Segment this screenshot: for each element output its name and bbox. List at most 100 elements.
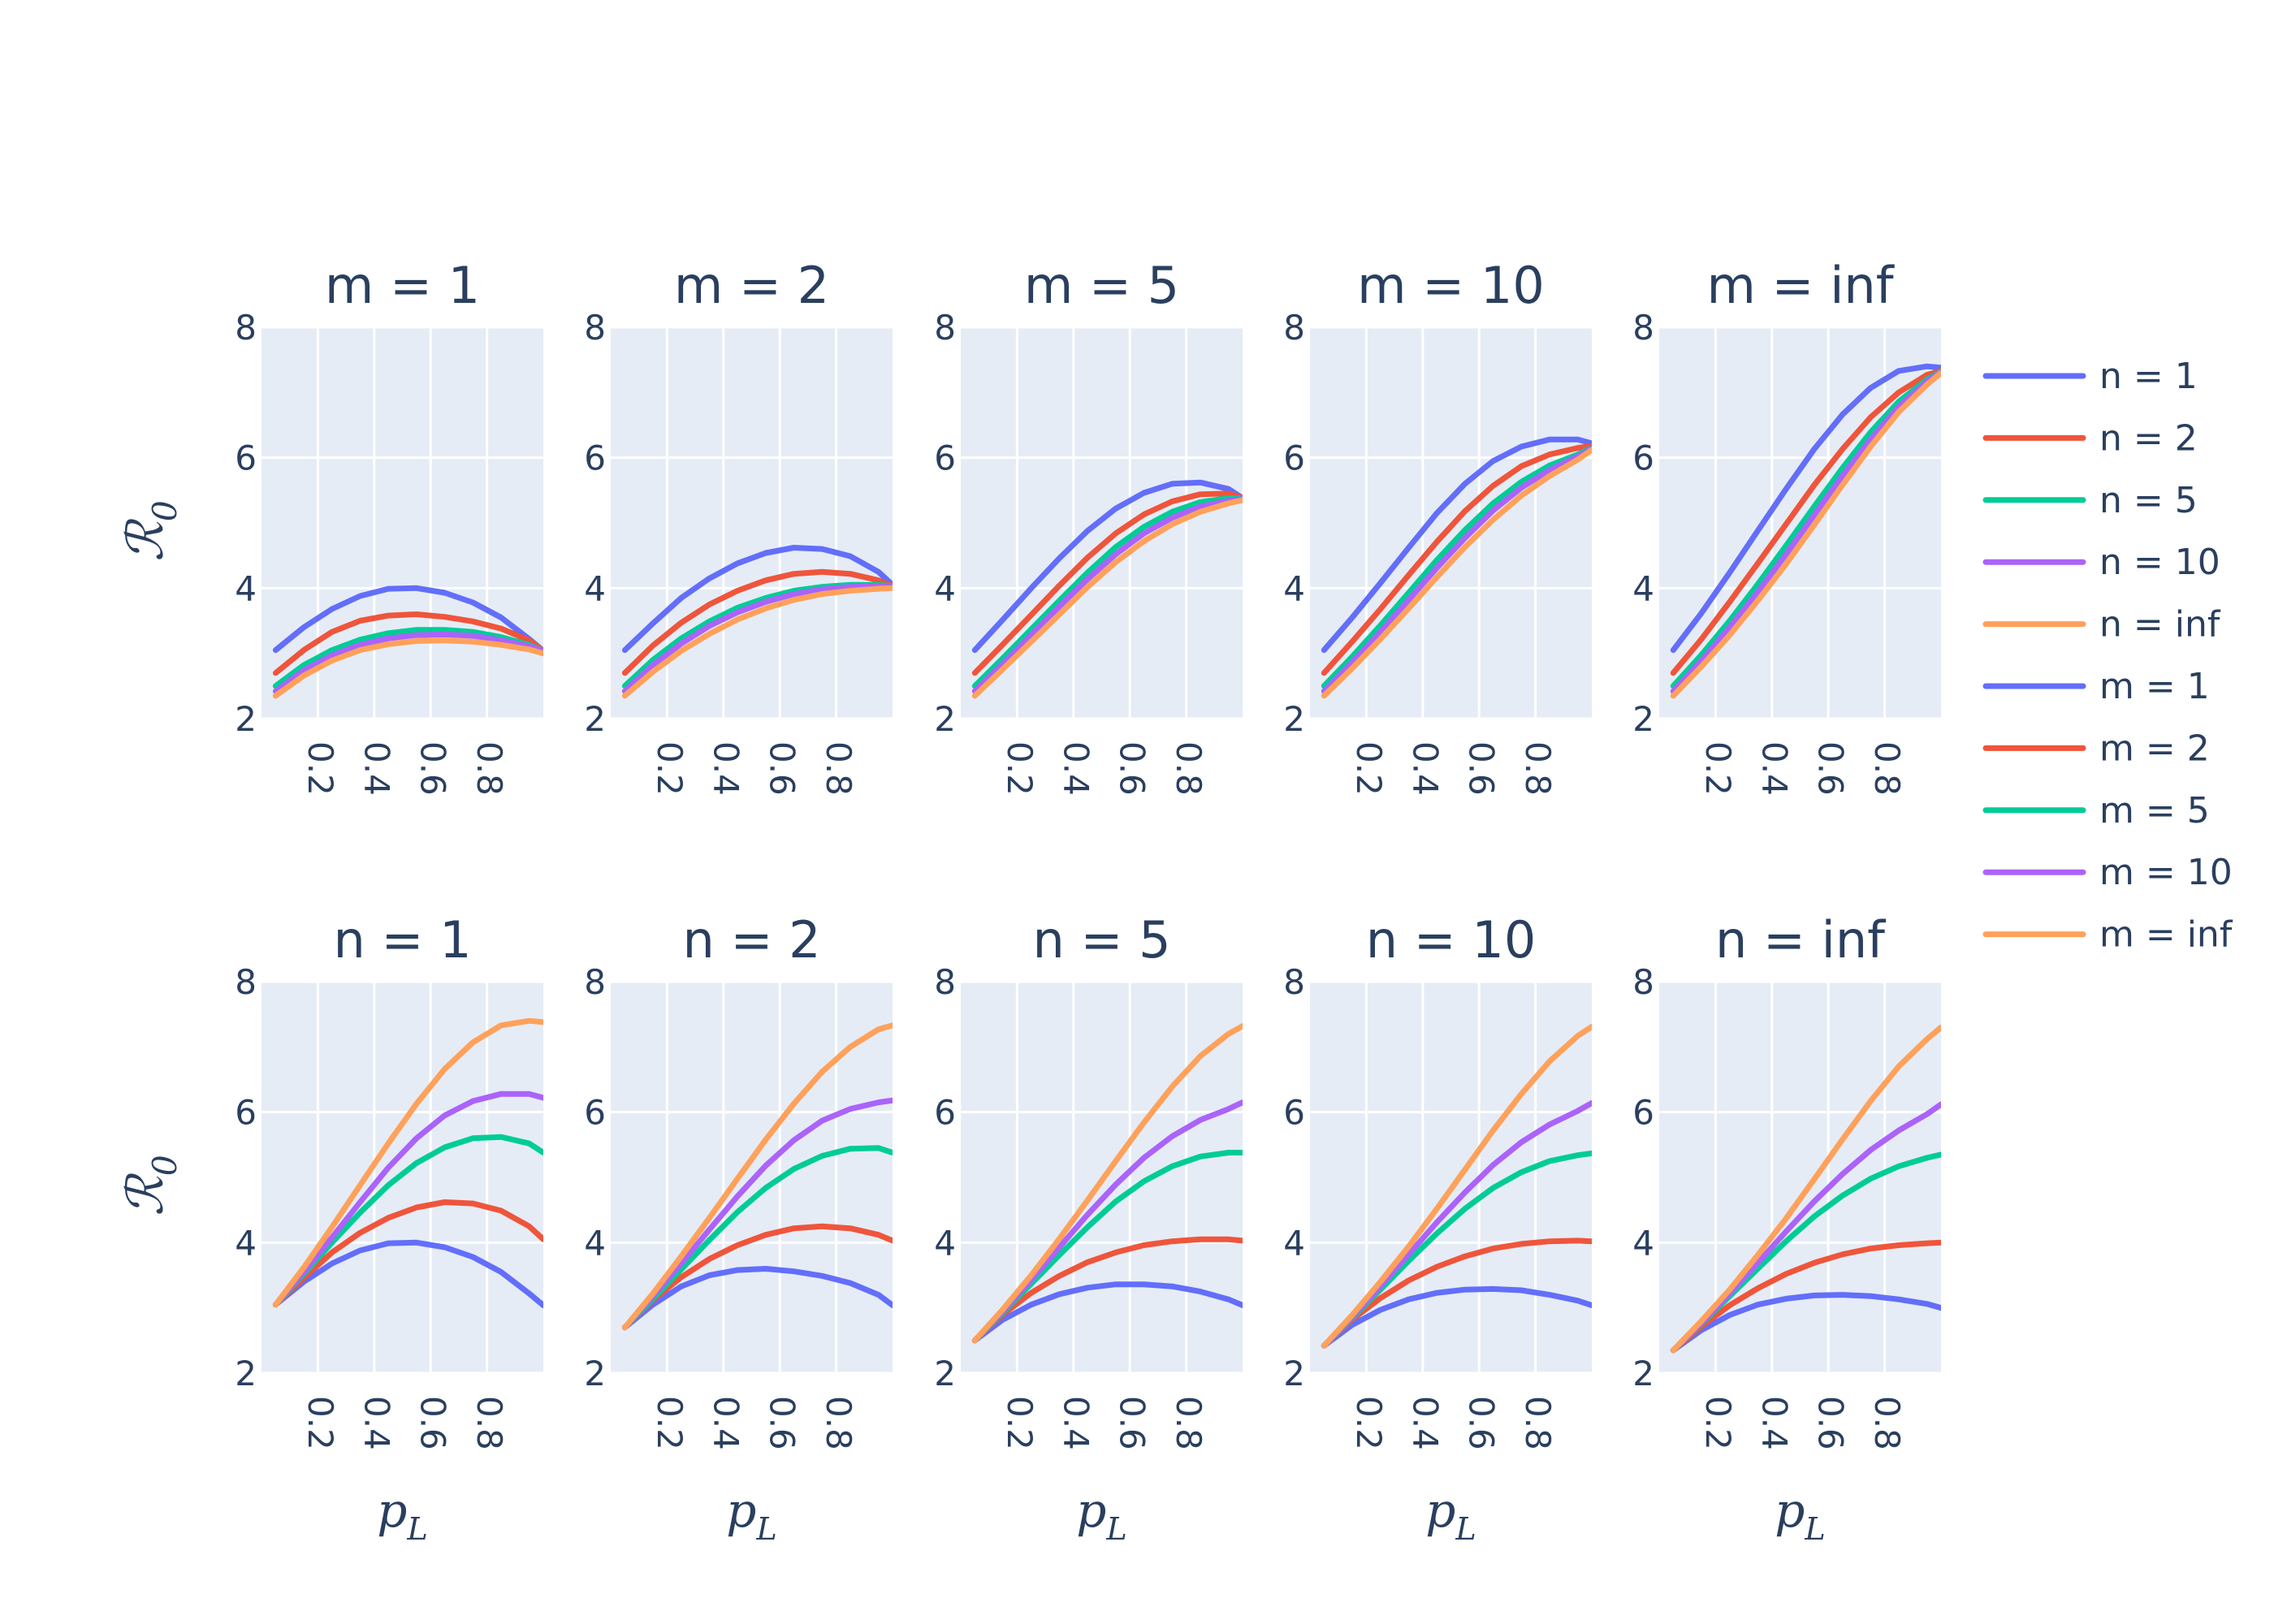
panel-m-1: m = 1 2 4 6 8 0.2 0.4 0.6 0.8	[235, 256, 543, 796]
axis-titles: ℛ0 ℛ0 pL pL pL pL pL	[115, 500, 1826, 1548]
series-line-n-inf[interactable]	[971, 497, 1243, 699]
y-tick-label: 4	[1632, 568, 1654, 608]
series-line-m-2[interactable]	[621, 1223, 893, 1331]
x-tick-label: 0.6	[413, 741, 453, 796]
legend-item-m-2[interactable]: m = 2	[1982, 728, 2210, 769]
x-tick-label: 0.6	[413, 1396, 453, 1450]
legend[interactable]: n = 1 n = 2 n = 5 n = 10 n = inf m = 1 m = 2 m …	[1982, 356, 2233, 956]
legend-item-n-5[interactable]: n = 5	[1982, 480, 2198, 521]
x-tick-label: 0.4	[706, 741, 746, 796]
legend-item-n-inf[interactable]: n = inf	[1982, 604, 2221, 646]
series-line-m-2[interactable]	[1670, 1239, 1941, 1354]
series-line-n-2[interactable]	[272, 611, 543, 676]
panel-title: n = 1	[333, 910, 471, 970]
x-tick-label: 0.2	[300, 741, 340, 796]
legend-item-n-1[interactable]: n = 1	[1982, 356, 2198, 397]
series-line-n-1[interactable]	[971, 479, 1243, 654]
series-line-n-5[interactable]	[971, 495, 1243, 689]
x-axis-title: pL	[377, 1483, 428, 1548]
panel-title: m = 1	[325, 256, 480, 315]
series-line-n-2[interactable]	[1321, 443, 1592, 676]
series-line-m-1[interactable]	[272, 1239, 543, 1308]
series-line-n-inf[interactable]	[272, 637, 543, 699]
x-tick-label: 0.4	[1405, 741, 1445, 796]
series-line-m-1[interactable]	[1670, 1292, 1941, 1354]
series-line-m-2[interactable]	[272, 1199, 543, 1308]
series-group	[1670, 1024, 1941, 1354]
series-line-m-inf[interactable]	[1670, 1024, 1941, 1354]
legend-label: m = 2	[2099, 728, 2210, 769]
legend-item-m-5[interactable]: m = 5	[1982, 790, 2210, 831]
y-tick-label: 8	[1283, 962, 1305, 1002]
legend-label: m = inf	[2099, 914, 2233, 956]
legend-label: m = 10	[2099, 852, 2233, 893]
series-line-n-5[interactable]	[1321, 445, 1592, 689]
y-tick-label: 8	[1632, 308, 1654, 348]
x-tick-label: 0.4	[1754, 1396, 1794, 1450]
legend-label: n = inf	[2099, 604, 2221, 646]
y-tick-label: 2	[1283, 699, 1305, 739]
series-line-n-1[interactable]	[1321, 436, 1592, 654]
series-line-n-10[interactable]	[621, 583, 893, 694]
y-tick-label: 4	[934, 568, 956, 608]
series-line-m-5[interactable]	[621, 1145, 893, 1331]
legend-item-m-inf[interactable]: m = inf	[1982, 914, 2233, 956]
series-line-n-2[interactable]	[1670, 368, 1941, 676]
series-line-m-2[interactable]	[971, 1236, 1243, 1344]
series-line-n-inf[interactable]	[1670, 369, 1941, 699]
x-tick-label: 0.2	[1349, 1396, 1389, 1450]
series-line-n-1[interactable]	[621, 545, 893, 654]
y-tick-label: 4	[235, 568, 257, 608]
series-line-n-10[interactable]	[1321, 445, 1592, 694]
series-line-m-1[interactable]	[971, 1281, 1243, 1344]
x-tick-label: 0.8	[1518, 741, 1558, 796]
y-tick-label: 2	[235, 699, 257, 739]
series-line-n-10[interactable]	[1670, 369, 1941, 694]
x-tick-label: 0.8	[469, 1396, 509, 1450]
series-line-n-10[interactable]	[272, 631, 543, 694]
series-group	[272, 1017, 543, 1308]
series-group	[621, 545, 893, 699]
x-tick-label: 0.6	[1811, 741, 1851, 796]
x-axis-title: pL	[1775, 1483, 1826, 1548]
y-tick-label: 4	[1283, 568, 1305, 608]
y-tick-label: 6	[584, 438, 606, 478]
y-tick-label: 8	[235, 308, 257, 348]
series-line-n-1[interactable]	[1670, 363, 1941, 654]
y-tick-label: 8	[584, 308, 606, 348]
series-line-m-inf[interactable]	[272, 1017, 543, 1308]
legend-item-n-10[interactable]: n = 10	[1982, 542, 2220, 583]
series-line-n-1[interactable]	[272, 585, 543, 654]
y-tick-label: 2	[235, 1354, 257, 1393]
panel-n-1: n = 1 2 4 6 8 0.2 0.4 0.6 0.8	[235, 910, 543, 1450]
y-tick-label: 6	[1283, 1093, 1305, 1133]
y-tick-label: 2	[584, 1354, 606, 1393]
series-line-n-inf[interactable]	[1321, 447, 1592, 699]
series-group	[1321, 436, 1592, 699]
x-tick-label: 0.4	[357, 741, 396, 796]
x-axis-title: pL	[1076, 1483, 1127, 1548]
legend-label: m = 1	[2099, 666, 2210, 707]
x-tick-label: 0.2	[1698, 741, 1738, 796]
legend-item-m-10[interactable]: m = 10	[1982, 852, 2233, 893]
y-tick-label: 6	[235, 438, 257, 478]
series-line-m-inf[interactable]	[621, 1022, 893, 1331]
series-line-n-inf[interactable]	[621, 585, 893, 699]
plot-area	[262, 327, 543, 719]
series-line-n-10[interactable]	[971, 495, 1243, 694]
series-line-n-2[interactable]	[621, 568, 893, 676]
series-line-m-1[interactable]	[621, 1266, 893, 1331]
series-line-m-inf[interactable]	[971, 1023, 1243, 1344]
y-tick-label: 2	[1283, 1354, 1305, 1393]
series-line-n-5[interactable]	[1670, 369, 1941, 689]
legend-item-n-2[interactable]: n = 2	[1982, 417, 2198, 459]
series-line-m-inf[interactable]	[1321, 1023, 1592, 1349]
series-line-m-2[interactable]	[1321, 1237, 1592, 1349]
x-tick-label: 0.2	[650, 1396, 690, 1450]
legend-item-m-1[interactable]: m = 1	[1982, 666, 2210, 707]
series-line-m-10[interactable]	[272, 1091, 543, 1308]
series-line-n-2[interactable]	[971, 490, 1243, 676]
series-line-m-10[interactable]	[621, 1097, 893, 1331]
series-line-m-1[interactable]	[1321, 1285, 1592, 1349]
